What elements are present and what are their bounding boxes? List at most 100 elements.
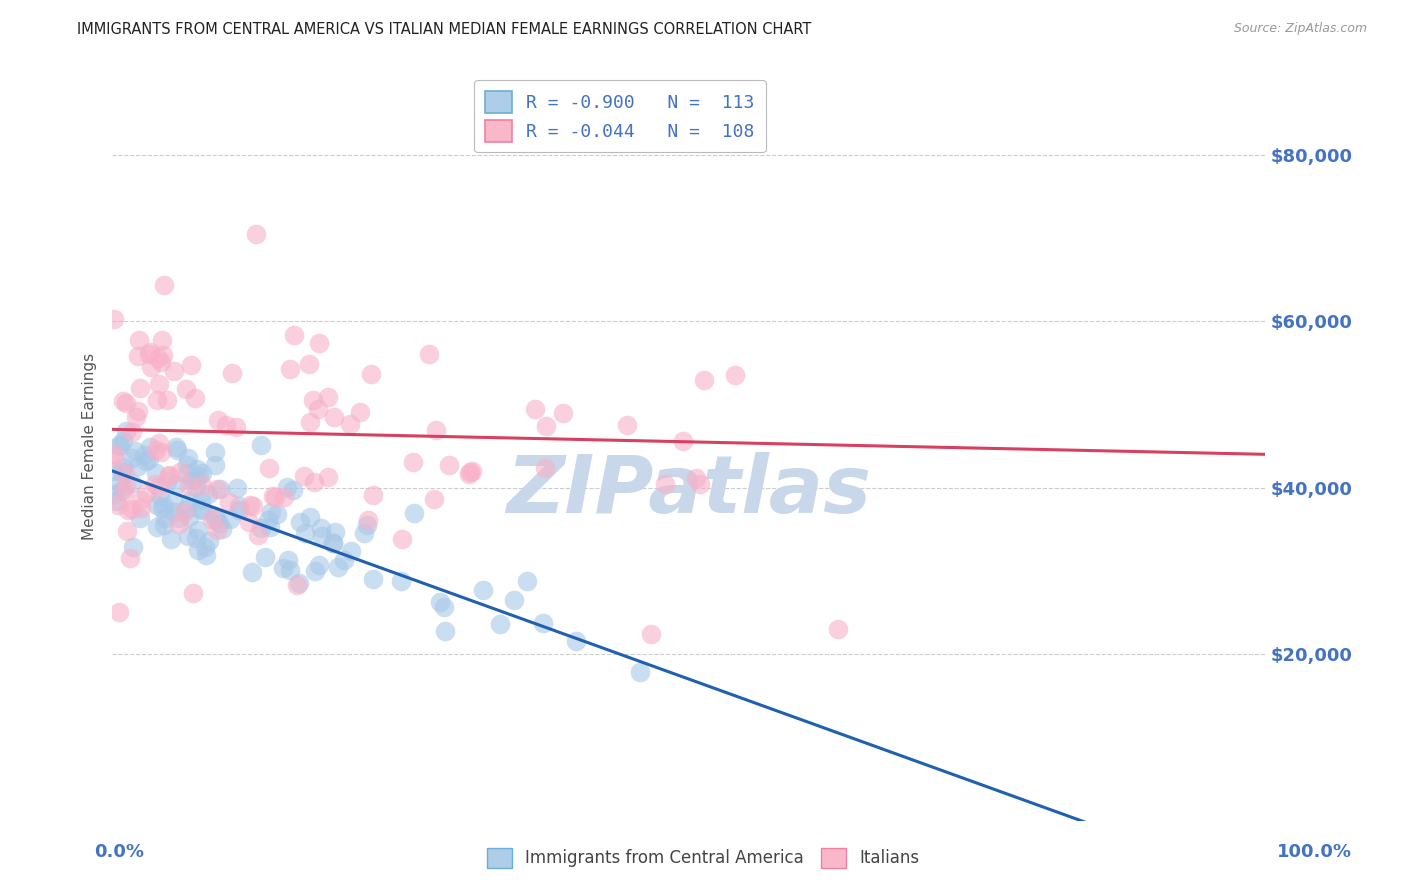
- Point: [322, 409, 344, 424]
- Point: [177, 450, 200, 465]
- Point: [127, 404, 149, 418]
- Point: [257, 460, 280, 475]
- Point: [353, 525, 375, 540]
- Point: [146, 520, 169, 534]
- Point: [191, 466, 214, 480]
- Point: [187, 543, 209, 558]
- Point: [141, 360, 163, 375]
- Point: [457, 467, 479, 481]
- Point: [201, 512, 224, 526]
- Point: [179, 493, 201, 508]
- Point: [288, 516, 311, 530]
- Point: [356, 518, 378, 533]
- Point: [502, 592, 524, 607]
- Text: ZIPatlas: ZIPatlas: [506, 452, 872, 530]
- Point: [159, 532, 181, 546]
- Point: [114, 477, 136, 491]
- Point: [516, 574, 538, 589]
- Point: [153, 510, 176, 524]
- Point: [276, 480, 298, 494]
- Point: [283, 328, 305, 343]
- Point: [103, 447, 125, 461]
- Point: [654, 476, 676, 491]
- Point: [191, 478, 214, 492]
- Point: [404, 506, 426, 520]
- Point: [204, 508, 226, 523]
- Point: [461, 464, 484, 478]
- Point: [139, 345, 162, 359]
- Point: [316, 470, 339, 484]
- Point: [184, 531, 207, 545]
- Point: [672, 434, 695, 449]
- Point: [565, 634, 588, 648]
- Point: [219, 512, 242, 526]
- Point: [294, 526, 316, 541]
- Point: [188, 501, 211, 516]
- Point: [103, 464, 125, 478]
- Point: [197, 534, 219, 549]
- Point: [128, 334, 150, 348]
- Point: [204, 458, 226, 473]
- Point: [181, 473, 204, 487]
- Point: [640, 627, 662, 641]
- Point: [174, 502, 197, 516]
- Point: [167, 517, 190, 532]
- Point: [204, 445, 226, 459]
- Point: [104, 493, 127, 508]
- Point: [242, 499, 264, 513]
- Point: [471, 583, 494, 598]
- Point: [121, 476, 143, 491]
- Point: [349, 404, 371, 418]
- Point: [176, 467, 198, 481]
- Point: [418, 346, 440, 360]
- Point: [121, 425, 143, 439]
- Point: [423, 492, 446, 507]
- Point: [249, 438, 271, 452]
- Legend: Immigrants from Central America, Italians: Immigrants from Central America, Italian…: [481, 841, 925, 875]
- Point: [433, 624, 456, 638]
- Legend: R = -0.900   N =  113, R = -0.044   N =  108: R = -0.900 N = 113, R = -0.044 N = 108: [474, 80, 765, 153]
- Point: [339, 543, 361, 558]
- Point: [120, 550, 142, 565]
- Point: [325, 524, 347, 539]
- Point: [292, 469, 315, 483]
- Point: [143, 477, 166, 491]
- Point: [156, 475, 179, 489]
- Point: [128, 381, 150, 395]
- Point: [551, 406, 574, 420]
- Point: [111, 465, 134, 479]
- Point: [179, 479, 201, 493]
- Point: [357, 512, 380, 526]
- Point: [630, 665, 652, 679]
- Point: [298, 415, 321, 429]
- Point: [111, 393, 134, 408]
- Point: [326, 560, 349, 574]
- Point: [197, 487, 219, 501]
- Point: [107, 439, 129, 453]
- Point: [150, 445, 173, 459]
- Point: [145, 466, 167, 480]
- Point: [228, 499, 250, 513]
- Point: [112, 484, 135, 499]
- Point: [146, 498, 169, 512]
- Point: [723, 368, 745, 382]
- Point: [460, 465, 482, 479]
- Point: [129, 493, 152, 508]
- Point: [184, 391, 207, 405]
- Point: [103, 311, 125, 326]
- Point: [135, 486, 157, 500]
- Point: [225, 420, 247, 434]
- Point: [333, 553, 356, 567]
- Point: [250, 521, 273, 535]
- Point: [260, 505, 283, 519]
- Point: [187, 523, 209, 537]
- Point: [245, 227, 267, 241]
- Point: [162, 495, 184, 509]
- Point: [221, 366, 243, 380]
- Point: [150, 501, 173, 516]
- Point: [308, 335, 330, 350]
- Point: [205, 524, 228, 538]
- Point: [148, 351, 170, 365]
- Point: [150, 333, 173, 347]
- Point: [239, 498, 262, 512]
